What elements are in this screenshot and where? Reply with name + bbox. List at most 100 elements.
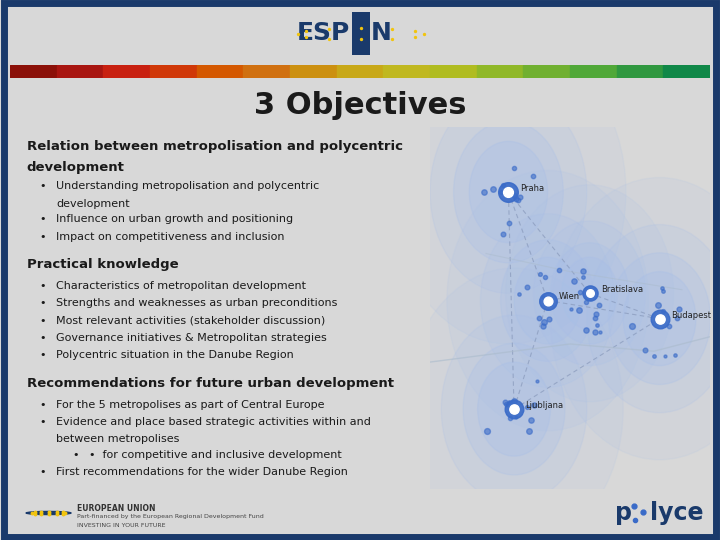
- Point: [639, 346, 651, 354]
- Text: Characteristics of metropolitan development: Characteristics of metropolitan developm…: [56, 281, 306, 291]
- Point: [652, 301, 664, 310]
- Point: [527, 171, 539, 180]
- Circle shape: [26, 511, 71, 515]
- Text: Governance initiatives & Metropolitan strategies: Governance initiatives & Metropolitan st…: [56, 333, 327, 343]
- Point: [590, 310, 602, 319]
- Point: [534, 269, 545, 278]
- Circle shape: [624, 272, 696, 366]
- Bar: [523, 65, 570, 78]
- Point: [478, 188, 490, 197]
- Point: [626, 322, 638, 330]
- Circle shape: [550, 242, 629, 344]
- Text: Influence on urban growth and positioning: Influence on urban growth and positionin…: [56, 214, 293, 225]
- Circle shape: [505, 185, 673, 402]
- Text: Most relevant activities (stakeholder discussion): Most relevant activities (stakeholder di…: [56, 316, 325, 326]
- Bar: [570, 65, 616, 78]
- Point: [544, 315, 555, 323]
- Point: [498, 181, 509, 190]
- Point: [553, 265, 564, 274]
- Bar: [663, 65, 710, 78]
- Circle shape: [608, 253, 711, 384]
- Text: Understanding metropolisation and polycentric: Understanding metropolisation and polyce…: [56, 181, 319, 191]
- Point: [503, 219, 514, 228]
- Point: [525, 415, 536, 424]
- Text: EUROPEAN UNION: EUROPEAN UNION: [76, 504, 155, 513]
- Point: [573, 305, 585, 314]
- Point: [663, 322, 675, 330]
- Text: Ljubljana: Ljubljana: [525, 401, 563, 410]
- Bar: [383, 65, 430, 78]
- Bar: [616, 65, 663, 78]
- Circle shape: [447, 170, 648, 431]
- Point: [537, 293, 549, 301]
- Bar: [197, 65, 243, 78]
- Text: Impact on competitiveness and inclusion: Impact on competitiveness and inclusion: [56, 232, 284, 242]
- Point: [503, 397, 515, 406]
- Point: [584, 289, 595, 298]
- Text: Part-financed by the European Regional Development Fund: Part-financed by the European Regional D…: [76, 514, 264, 519]
- Bar: [10, 65, 57, 78]
- Point: [542, 296, 554, 305]
- Point: [514, 192, 526, 201]
- Circle shape: [454, 121, 563, 263]
- Point: [536, 322, 548, 330]
- Bar: [104, 65, 150, 78]
- Text: lyce: lyce: [650, 501, 704, 525]
- Text: development: development: [27, 160, 125, 173]
- Point: [577, 273, 589, 281]
- Point: [499, 398, 510, 407]
- Point: [503, 188, 514, 197]
- Point: [654, 314, 665, 323]
- Text: Praha: Praha: [520, 184, 544, 193]
- Text: •: •: [39, 467, 46, 477]
- Point: [542, 296, 554, 305]
- Circle shape: [463, 343, 565, 475]
- Bar: [430, 65, 477, 78]
- Point: [594, 328, 606, 337]
- Point: [508, 405, 520, 414]
- Text: Evidence and place based strategic activities within and: Evidence and place based strategic activ…: [56, 417, 371, 427]
- Bar: [57, 65, 104, 78]
- Point: [513, 196, 524, 205]
- Point: [669, 350, 680, 359]
- Point: [660, 352, 671, 360]
- Text: •: •: [39, 214, 46, 225]
- Point: [673, 305, 685, 314]
- Point: [584, 289, 595, 298]
- Text: •: •: [39, 400, 46, 410]
- Circle shape: [430, 91, 587, 293]
- Point: [495, 188, 507, 197]
- Circle shape: [405, 268, 624, 540]
- Point: [577, 267, 589, 275]
- Point: [590, 314, 601, 323]
- Circle shape: [441, 315, 587, 503]
- Point: [648, 352, 660, 360]
- Text: •: •: [39, 417, 46, 427]
- Text: Polycentric situation in the Danube Region: Polycentric situation in the Danube Regi…: [56, 350, 294, 361]
- Text: •: •: [39, 232, 46, 242]
- Point: [589, 328, 600, 336]
- Text: •: •: [39, 333, 46, 343]
- Point: [657, 287, 669, 295]
- Circle shape: [514, 257, 581, 344]
- Text: •: •: [39, 350, 46, 361]
- Text: First recommendations for the wider Danube Region: First recommendations for the wider Danu…: [56, 467, 348, 477]
- Point: [580, 326, 591, 334]
- Text: Budapest: Budapest: [671, 310, 711, 320]
- Text: Strengths and weaknesses as urban preconditions: Strengths and weaknesses as urban precon…: [56, 299, 337, 308]
- Text: •: •: [39, 181, 46, 191]
- Point: [671, 313, 683, 322]
- Circle shape: [550, 178, 720, 460]
- Bar: [290, 65, 337, 78]
- Text: development: development: [56, 199, 130, 208]
- Point: [521, 283, 533, 292]
- Point: [508, 405, 520, 414]
- Point: [505, 414, 516, 422]
- Circle shape: [500, 240, 595, 361]
- Point: [580, 297, 591, 306]
- Text: Wien: Wien: [559, 293, 580, 301]
- Bar: [351, 12, 370, 56]
- Point: [508, 397, 520, 406]
- Point: [503, 188, 514, 197]
- Point: [657, 307, 669, 316]
